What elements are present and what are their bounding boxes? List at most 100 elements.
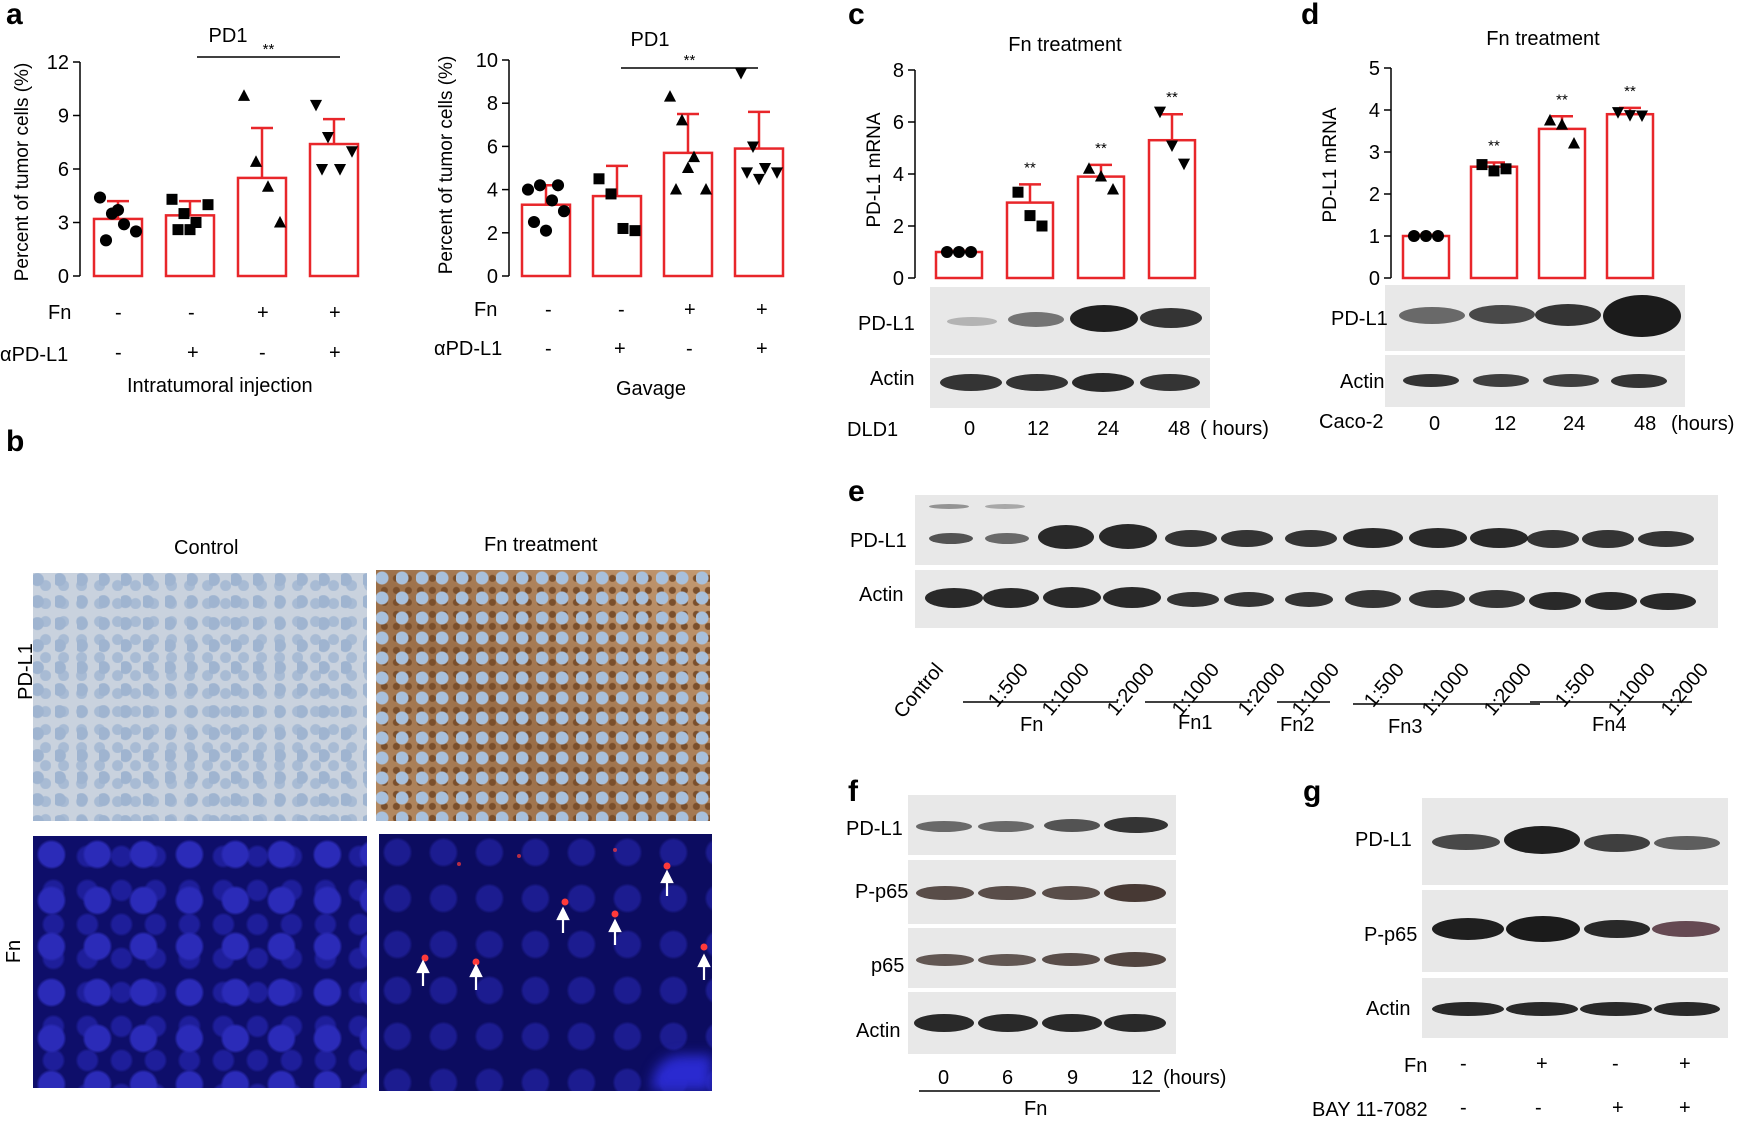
data-point [1635,110,1649,123]
d-lane-24: 24 [1563,413,1586,435]
f-lane-9: 9 [1067,1067,1079,1089]
y-tick-label: 12 [47,52,69,74]
data-point [1407,229,1421,243]
y-tick-label: 6 [58,159,69,181]
arrow-icon [660,869,674,896]
d-lane-12: 12 [1494,413,1517,435]
bar [308,142,360,278]
f-row-p65: p65 [871,955,905,977]
e-actin-blot [915,570,1718,628]
a1-ab-3: - [259,342,266,364]
arrow-icon [608,918,622,945]
e-row-actin: Actin [859,584,904,606]
data-point [746,141,760,153]
g-pdl1-blot [1422,798,1728,885]
c-xlabel: DLD1 [847,419,899,441]
a1-xlabel: Intratumoral injection [127,375,313,397]
data-point [261,180,275,192]
d-xlabel: Caco-2 [1319,411,1384,433]
arrow-icon [556,906,570,933]
y-axis-label: Percent of tumor cells (%) [12,63,33,282]
g-row-actin: Actin [1366,998,1411,1020]
y-tick-label: 8 [893,60,904,82]
f-p65-blot [908,928,1176,988]
y-axis-label: Percent of tumor cells (%) [436,56,457,275]
c-lane-48: 48 [1168,418,1191,440]
c-lane-24: 24 [1097,418,1120,440]
data-point [1165,140,1179,152]
fn-signal-dot [700,943,708,951]
data-point [617,222,629,234]
g-bay-3: + [1612,1097,1624,1119]
e-group-lines [963,701,1692,705]
y-tick-label: 0 [58,266,69,288]
ihc-control-image [33,573,367,821]
data-point [1488,165,1500,177]
a2-xlabel: Gavage [616,378,687,400]
a2-fn-label: Fn [474,299,498,321]
significance-label: ** [1095,140,1107,157]
g-pp65-blot [1422,890,1728,972]
g-fn-label: Fn [1404,1055,1428,1077]
data-point [309,99,323,112]
y-tick-label: 4 [1369,100,1380,122]
fn-signal-dot [561,898,569,906]
a2-apdl1-label: αPD-L1 [434,338,503,360]
data-point [551,179,565,192]
data-point [172,224,184,236]
f-lane-12: 12 [1131,1067,1154,1089]
significance-label: ** [1166,89,1178,106]
a1-ab-1: - [115,342,122,364]
fish-signal-overlay [416,848,711,990]
a1-fn-4: + [329,302,341,324]
a1-fn-2: - [188,302,195,324]
panel-label-g: g [1303,775,1322,808]
g-actin-blot [1422,978,1728,1038]
e-group-fn4: Fn4 [1592,714,1627,736]
f-row-pp65: P-p65 [855,881,909,903]
fn-signal-dot [611,910,619,918]
a2-fn-2: - [618,299,625,321]
data-point [333,164,347,176]
a1-fn-label: Fn [48,302,72,324]
data-point [1024,210,1036,222]
y-tick-label: 1 [1369,226,1380,248]
data-point [687,150,701,163]
significance-label: ** [1556,91,1568,108]
d-row-pdl1: PD-L1 [1331,308,1388,330]
d-unit: (hours) [1671,413,1735,435]
chart-title: PD1 [631,29,670,51]
significance-label: ** [1624,83,1636,100]
bar [1005,201,1055,280]
data-point [952,245,966,259]
bar [1537,127,1587,280]
data-point [1567,137,1581,149]
significance-label: ** [1488,138,1500,155]
d-lane-48: 48 [1634,413,1657,435]
f-pp65-blot [908,860,1176,924]
y-tick-label: 2 [487,223,498,245]
a2-fn-4: + [756,299,768,321]
data-point [663,90,677,102]
data-point [964,245,978,259]
data-point [521,183,535,196]
data-point [740,167,754,179]
f-lane-0: 0 [938,1067,950,1089]
chart-title: Fn treatment [1008,34,1122,56]
y-tick-label: 6 [893,112,904,134]
data-point [1012,186,1024,198]
f-unit: (hours) [1163,1067,1227,1089]
panel-label-a: a [6,0,23,31]
data-point [111,203,125,217]
data-point [1094,170,1108,182]
fn-signal-dot [472,958,480,966]
data-point [1555,118,1569,130]
significance-label: ** [684,52,696,69]
d-pdl1-blot [1385,285,1685,351]
data-point [527,215,541,229]
chart-d: Fn treatment PD-L1 mRNA 0 1 2 3 4 5 ** ** ** [1320,28,1655,290]
a1-apdl1-label: αPD-L1 [0,344,69,366]
a1-ab-2: + [187,342,199,364]
y-tick-label: 4 [487,180,498,202]
g-bay-label: BAY 11-7082 [1312,1099,1428,1121]
